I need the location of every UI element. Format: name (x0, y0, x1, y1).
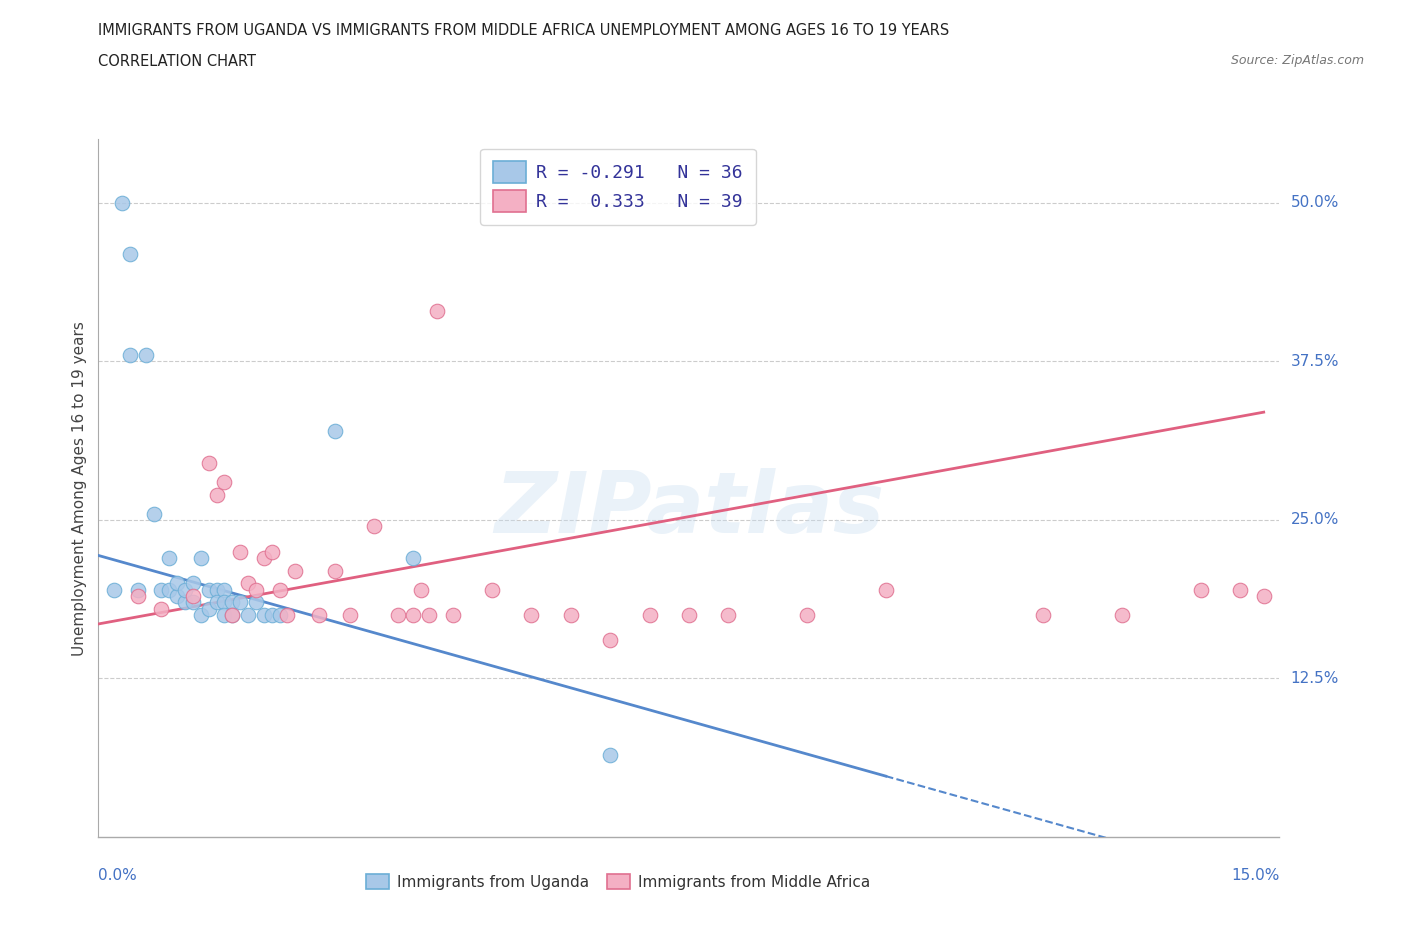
Point (174, 595, 197, 610)
Point (221, 595, 243, 610)
Point (166, 576, 188, 591)
Point (1229, 582, 1251, 597)
Point (678, 607, 700, 622)
Text: ZIPatlas: ZIPatlas (494, 468, 884, 551)
Text: 37.5%: 37.5% (1291, 354, 1339, 369)
Point (260, 544, 283, 559)
Text: CORRELATION CHART: CORRELATION CHART (98, 54, 256, 69)
Point (221, 607, 243, 622)
Text: 15.0%: 15.0% (1232, 868, 1279, 883)
Point (197, 582, 219, 597)
Point (118, 246, 141, 261)
Point (197, 602, 219, 617)
Point (236, 576, 259, 591)
Point (426, 303, 449, 318)
Point (190, 551, 212, 565)
Point (323, 424, 346, 439)
Point (323, 564, 346, 578)
Point (190, 607, 212, 622)
Point (599, 747, 621, 762)
Legend: Immigrants from Uganda, Immigrants from Middle Africa: Immigrants from Uganda, Immigrants from … (360, 868, 876, 896)
Point (205, 487, 228, 502)
Point (638, 607, 661, 622)
Point (284, 564, 307, 578)
Point (402, 551, 425, 565)
Point (481, 582, 503, 597)
Point (269, 582, 291, 597)
Point (418, 607, 440, 622)
Point (253, 607, 276, 622)
Point (236, 607, 259, 622)
Point (560, 607, 582, 622)
Point (157, 551, 180, 565)
Point (150, 602, 173, 617)
Point (1032, 607, 1054, 622)
Point (205, 582, 228, 597)
Text: 50.0%: 50.0% (1291, 195, 1339, 210)
Point (875, 582, 897, 597)
Point (1253, 589, 1275, 604)
Point (253, 551, 276, 565)
Point (796, 607, 818, 622)
Point (441, 607, 464, 622)
Text: Source: ZipAtlas.com: Source: ZipAtlas.com (1230, 54, 1364, 67)
Point (229, 595, 252, 610)
Point (214, 474, 236, 489)
Point (181, 589, 204, 604)
Point (166, 589, 188, 604)
Point (245, 595, 267, 610)
Point (197, 456, 219, 471)
Text: IMMIGRANTS FROM UGANDA VS IMMIGRANTS FROM MIDDLE AFRICA UNEMPLOYMENT AMONG AGES : IMMIGRANTS FROM UGANDA VS IMMIGRANTS FRO… (98, 23, 949, 38)
Point (599, 633, 621, 648)
Point (127, 589, 149, 604)
Point (127, 582, 149, 597)
Point (103, 582, 125, 597)
Point (363, 519, 385, 534)
Point (214, 582, 236, 597)
Point (157, 582, 180, 597)
Point (214, 607, 236, 622)
Point (717, 607, 740, 622)
Point (229, 544, 252, 559)
Point (142, 506, 165, 521)
Point (150, 582, 173, 597)
Point (387, 607, 409, 622)
Point (402, 607, 425, 622)
Point (205, 595, 228, 610)
Point (174, 582, 197, 597)
Point (339, 607, 361, 622)
Point (181, 576, 204, 591)
Text: 0.0%: 0.0% (98, 868, 138, 883)
Y-axis label: Unemployment Among Ages 16 to 19 years: Unemployment Among Ages 16 to 19 years (72, 321, 87, 656)
Point (411, 582, 433, 597)
Point (221, 607, 243, 622)
Point (1189, 582, 1212, 597)
Point (520, 607, 543, 622)
Point (308, 607, 330, 622)
Point (118, 348, 141, 363)
Text: 12.5%: 12.5% (1291, 671, 1339, 686)
Point (276, 607, 298, 622)
Point (214, 595, 236, 610)
Point (135, 348, 157, 363)
Point (260, 607, 283, 622)
Point (269, 607, 291, 622)
Point (1111, 607, 1133, 622)
Text: 25.0%: 25.0% (1291, 512, 1339, 527)
Point (181, 595, 204, 610)
Point (245, 582, 267, 597)
Point (111, 195, 134, 210)
